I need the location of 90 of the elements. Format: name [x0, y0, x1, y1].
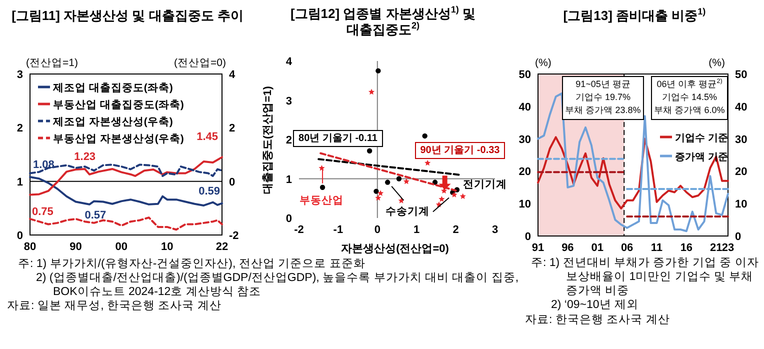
x-tick-label: 10 [161, 241, 174, 253]
y-tick-label: 2 [286, 134, 292, 146]
point [384, 180, 390, 185]
text: 주: 1) 전년대비 부채가 증가한 기업 중 이자보상배율이 1미만인 기업수 및 부채 증가액 비중 [531, 256, 760, 298]
annotation: 1.45 [196, 131, 218, 144]
x-tick-label: -1 [333, 224, 344, 236]
point [318, 164, 325, 171]
y2-tick-label: 10 [735, 198, 748, 211]
chart-title: [그림12] 업종별 자본생산성$^{1)}$ 및 대출집중도$^{2)}$ [290, 4, 476, 37]
point [403, 178, 410, 184]
x-axis-title: 자본생산성(전산업=0) [341, 243, 450, 255]
annotation: 0.59 [198, 185, 220, 198]
x-tick-label: 2 [452, 224, 459, 236]
y2-axis-title: (%) [708, 57, 725, 69]
point [460, 193, 466, 199]
line-series [29, 176, 223, 206]
annotation: 06년 이후 평균$^{2)}$ 기업수 14.5% 부채 증가액 6.0% [651, 76, 728, 120]
legend-label: 부동산업 자본생산성(우축) [53, 133, 184, 145]
y2-tick-label: 2 [229, 122, 236, 135]
point [375, 194, 382, 201]
point [376, 68, 381, 74]
annotation: 90년 기울기 -0.33 [415, 142, 505, 159]
y-tick-label: 2 [16, 122, 23, 135]
y-tick-label: 30 [518, 134, 531, 146]
x-tick-label: 21 [710, 242, 722, 254]
y-tick-label: 0 [286, 213, 292, 225]
y-tick-label: 10 [518, 198, 531, 211]
x-tick-label: 06 [620, 242, 634, 254]
point [377, 190, 384, 196]
y-tick-label: 20 [518, 166, 531, 178]
annotation: 1.08 [33, 159, 54, 172]
y-axis-title: 대출집중도(전산업=1) [262, 86, 274, 194]
y-tick-label: 3 [16, 69, 23, 81]
x-tick-label: 91 [532, 242, 544, 254]
legend-label: 기업수 기준 [675, 133, 728, 144]
x-tick-label: -2 [294, 224, 304, 236]
text: 2) ‘09~10년 제외 [551, 298, 640, 312]
legend-label: 제조업 대출집중도(좌축) [52, 82, 173, 94]
text: 2) (업종별대출/전산업대출)/(업종별GDP/전산업GDP), 높을수록 부가가치 대비 대출이 집중, BOK이슈노트 2024-12호 계산방식 참조 [36, 271, 520, 299]
point [366, 148, 372, 154]
y2-tick-label: 30 [735, 134, 748, 146]
x-tick-label: 22 [216, 241, 228, 253]
point [320, 184, 326, 190]
point [422, 133, 428, 139]
x-tick-label: 1 [414, 224, 420, 236]
annotation: 부동산업 [300, 194, 344, 206]
y-axis-title: (전산업=1) [26, 57, 78, 69]
annotation: 91~05년 평균 기업수 19.7% 부채 증가액 23.8% [562, 76, 644, 120]
text: 주: 1) 부가가치/(유형자산-건설중인자산), 전산업 기준으로 표준화 [18, 257, 366, 271]
x-tick-label: 01 [591, 242, 604, 254]
x-tick-label: 96 [562, 242, 574, 254]
annotation: 수송기계 [386, 205, 430, 218]
annotation: 0.57 [84, 209, 106, 222]
line-series [537, 92, 729, 232]
y-tick-label: 1 [16, 176, 23, 188]
y-tick-label: 50 [518, 69, 531, 81]
x-tick-label: 3 [492, 224, 498, 236]
chart-title: [그림11] 자본생산성 및 대출집중도 추이 [10, 8, 244, 24]
y-tick-label: 4 [286, 56, 293, 68]
chart-title: [그림13] 좀비대출 비중$^{1)}$ [562, 6, 707, 24]
y2-axis-title: (전산업=0) [174, 57, 226, 69]
x-tick-label: 11 [650, 242, 663, 254]
text: 자료: 한국은행 조사국 계산 [525, 313, 671, 327]
point [438, 196, 445, 202]
x-tick-label: 80 [24, 241, 36, 253]
y-axis-title: (%) [535, 57, 552, 69]
y-tick-label: 1 [286, 174, 292, 186]
y2-tick-label: 0 [229, 176, 236, 188]
annotation: 0.75 [32, 206, 54, 218]
point [396, 176, 402, 182]
text: 자료: 일본 재무성, 한국은행 조사국 계산 [7, 299, 222, 313]
legend-label: 제조업 자본생산성(우축) [52, 116, 173, 128]
x-tick-label: 23 [722, 242, 734, 254]
point [368, 88, 375, 95]
annotation: 80년 기울기 -0.11 [293, 130, 383, 147]
x-tick-label: 90 [70, 241, 82, 253]
annotation: 전기기계 [462, 178, 507, 191]
y2-tick-label: 40 [735, 101, 748, 114]
point [374, 188, 379, 194]
x-tick-label: 0 [374, 224, 380, 236]
y2-tick-label: 20 [735, 166, 748, 178]
y2-tick-label: 4 [229, 69, 236, 81]
point [424, 160, 431, 166]
y-tick-label: 3 [286, 95, 292, 108]
legend-label: 부동산업 대출집중도(좌축) [53, 99, 184, 111]
y-tick-label: 40 [518, 101, 531, 114]
x-tick-label: 16 [680, 242, 693, 254]
annotation: 1.23 [74, 150, 96, 163]
y2-tick-label: 50 [735, 69, 748, 81]
x-tick-label: 00 [115, 241, 128, 253]
